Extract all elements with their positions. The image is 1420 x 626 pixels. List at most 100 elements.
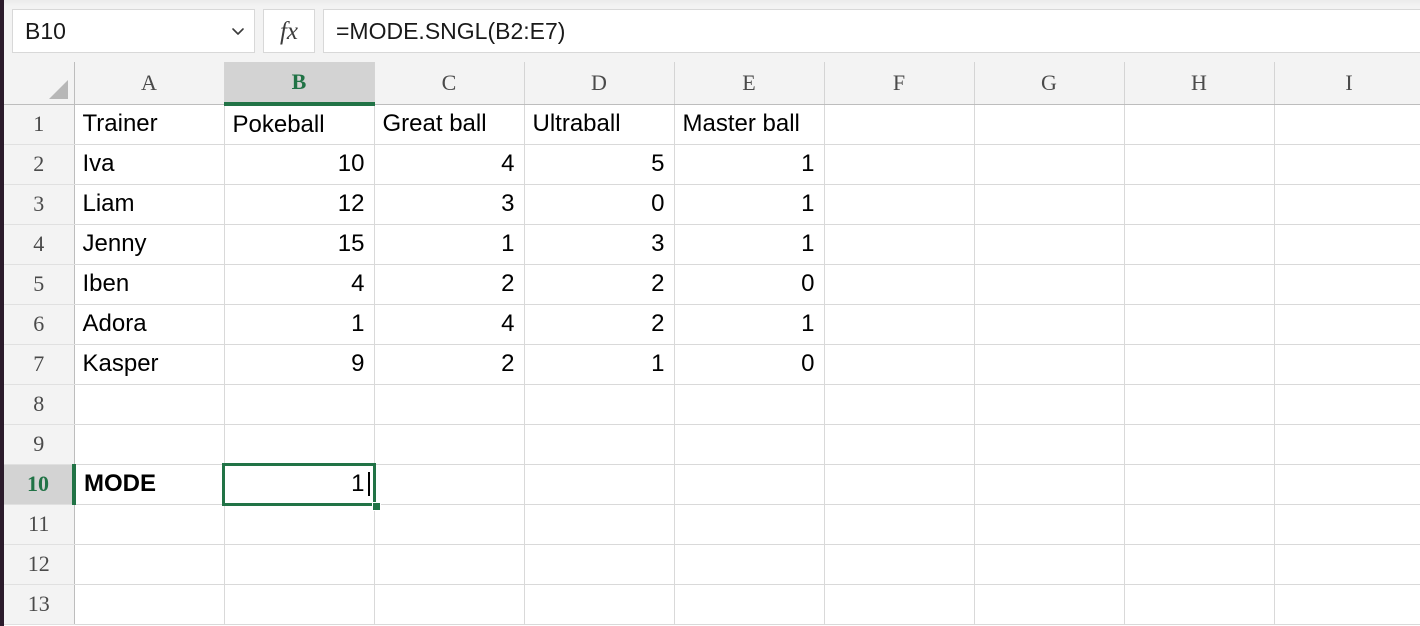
cell-A1[interactable]: Trainer <box>74 104 225 145</box>
cell-C12[interactable] <box>374 544 525 585</box>
cell-E1[interactable]: Master ball <box>674 104 825 145</box>
cell-B12[interactable] <box>224 544 375 585</box>
cell-D8[interactable] <box>524 384 675 425</box>
select-all-button[interactable] <box>4 62 75 105</box>
cell-E8[interactable] <box>674 384 825 425</box>
fill-handle[interactable] <box>372 502 381 511</box>
row-header-4[interactable]: 4 <box>4 224 75 265</box>
cell-H5[interactable] <box>1124 264 1275 305</box>
cell-I6[interactable] <box>1274 304 1420 345</box>
cell-B8[interactable] <box>224 384 375 425</box>
column-header-a[interactable]: A <box>74 62 225 105</box>
cell-B13[interactable] <box>224 584 375 625</box>
cell-F9[interactable] <box>824 424 975 465</box>
cell-E5[interactable]: 0 <box>674 264 825 305</box>
cell-F13[interactable] <box>824 584 975 625</box>
cell-C8[interactable] <box>374 384 525 425</box>
cell-A10[interactable]: MODE <box>74 464 225 505</box>
cell-C4[interactable]: 1 <box>374 224 525 265</box>
cell-B7[interactable]: 9 <box>224 344 375 385</box>
row-header-5[interactable]: 5 <box>4 264 75 305</box>
cell-H2[interactable] <box>1124 144 1275 185</box>
cell-I2[interactable] <box>1274 144 1420 185</box>
cell-F12[interactable] <box>824 544 975 585</box>
chevron-down-icon[interactable] <box>230 23 246 39</box>
cell-H13[interactable] <box>1124 584 1275 625</box>
cell-C3[interactable]: 3 <box>374 184 525 225</box>
row-header-8[interactable]: 8 <box>4 384 75 425</box>
cell-A4[interactable]: Jenny <box>74 224 225 265</box>
row-header-3[interactable]: 3 <box>4 184 75 225</box>
cell-G9[interactable] <box>974 424 1125 465</box>
cell-E9[interactable] <box>674 424 825 465</box>
cell-B1[interactable]: Pokeball <box>224 104 375 145</box>
cell-E6[interactable]: 1 <box>674 304 825 345</box>
cell-I4[interactable] <box>1274 224 1420 265</box>
cell-E3[interactable]: 1 <box>674 184 825 225</box>
cell-F6[interactable] <box>824 304 975 345</box>
cell-G5[interactable] <box>974 264 1125 305</box>
cell-G6[interactable] <box>974 304 1125 345</box>
cell-A9[interactable] <box>74 424 225 465</box>
cell-E11[interactable] <box>674 504 825 545</box>
cell-G3[interactable] <box>974 184 1125 225</box>
cell-D3[interactable]: 0 <box>524 184 675 225</box>
column-header-f[interactable]: F <box>824 62 975 105</box>
cell-G2[interactable] <box>974 144 1125 185</box>
column-header-h[interactable]: H <box>1124 62 1275 105</box>
row-header-6[interactable]: 6 <box>4 304 75 345</box>
cell-H6[interactable] <box>1124 304 1275 345</box>
cell-A11[interactable] <box>74 504 225 545</box>
cell-H3[interactable] <box>1124 184 1275 225</box>
cell-F7[interactable] <box>824 344 975 385</box>
cell-H11[interactable] <box>1124 504 1275 545</box>
column-header-d[interactable]: D <box>524 62 675 105</box>
cell-H7[interactable] <box>1124 344 1275 385</box>
cell-F5[interactable] <box>824 264 975 305</box>
cell-C11[interactable] <box>374 504 525 545</box>
cell-C7[interactable]: 2 <box>374 344 525 385</box>
cell-B11[interactable] <box>224 504 375 545</box>
cell-F3[interactable] <box>824 184 975 225</box>
cell-I10[interactable] <box>1274 464 1420 505</box>
cell-D6[interactable]: 2 <box>524 304 675 345</box>
cell-A8[interactable] <box>74 384 225 425</box>
cell-H8[interactable] <box>1124 384 1275 425</box>
column-header-b[interactable]: B <box>224 62 375 106</box>
cell-D12[interactable] <box>524 544 675 585</box>
row-header-9[interactable]: 9 <box>4 424 75 465</box>
cell-G8[interactable] <box>974 384 1125 425</box>
cell-F10[interactable] <box>824 464 975 505</box>
cell-E7[interactable]: 0 <box>674 344 825 385</box>
row-header-12[interactable]: 12 <box>4 544 75 585</box>
row-header-1[interactable]: 1 <box>4 104 75 145</box>
cell-F11[interactable] <box>824 504 975 545</box>
cell-F1[interactable] <box>824 104 975 145</box>
cell-G13[interactable] <box>974 584 1125 625</box>
cell-F2[interactable] <box>824 144 975 185</box>
cell-G11[interactable] <box>974 504 1125 545</box>
cell-C2[interactable]: 4 <box>374 144 525 185</box>
cell-E4[interactable]: 1 <box>674 224 825 265</box>
cell-A7[interactable]: Kasper <box>74 344 225 385</box>
row-header-11[interactable]: 11 <box>4 504 75 545</box>
cell-A13[interactable] <box>74 584 225 625</box>
cell-E12[interactable] <box>674 544 825 585</box>
cell-D10[interactable] <box>524 464 675 505</box>
cell-B10[interactable]: 1 <box>224 464 375 505</box>
row-header-13[interactable]: 13 <box>4 584 75 625</box>
cell-A5[interactable]: Iben <box>74 264 225 305</box>
cell-D2[interactable]: 5 <box>524 144 675 185</box>
cell-I12[interactable] <box>1274 544 1420 585</box>
cell-D13[interactable] <box>524 584 675 625</box>
cell-C13[interactable] <box>374 584 525 625</box>
cell-I8[interactable] <box>1274 384 1420 425</box>
cell-C10[interactable] <box>374 464 525 505</box>
cell-I9[interactable] <box>1274 424 1420 465</box>
cell-B4[interactable]: 15 <box>224 224 375 265</box>
cell-A6[interactable]: Adora <box>74 304 225 345</box>
cell-E2[interactable]: 1 <box>674 144 825 185</box>
cell-G4[interactable] <box>974 224 1125 265</box>
cell-F8[interactable] <box>824 384 975 425</box>
